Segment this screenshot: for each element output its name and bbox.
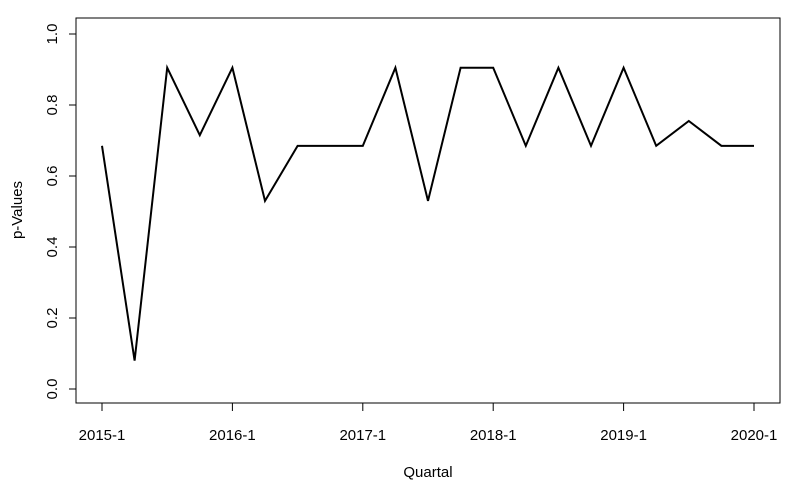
series-line xyxy=(101,64,754,361)
y-axis-title: p-Values xyxy=(9,181,26,239)
x-tick-label: 2019-1 xyxy=(600,427,647,444)
x-axis-title: Quartal xyxy=(403,464,452,481)
y-tick-label: 0.6 xyxy=(44,166,61,187)
x-tick-label: 2016-1 xyxy=(209,427,256,444)
y-tick-label: 0.2 xyxy=(44,308,61,329)
x-tick-label: 2017-1 xyxy=(339,427,386,444)
x-tick-label: 2020-1 xyxy=(731,427,778,444)
x-tick-label: 2018-1 xyxy=(470,427,517,444)
y-tick-label: 1.0 xyxy=(44,24,61,45)
x-tick-label: 2015-1 xyxy=(79,427,126,444)
y-tick-label: 0.0 xyxy=(44,379,61,400)
series-layer xyxy=(101,64,754,361)
y-tick-label: 0.4 xyxy=(44,237,61,258)
plot-frame xyxy=(75,17,781,404)
y-tick-label: 0.8 xyxy=(44,95,61,116)
